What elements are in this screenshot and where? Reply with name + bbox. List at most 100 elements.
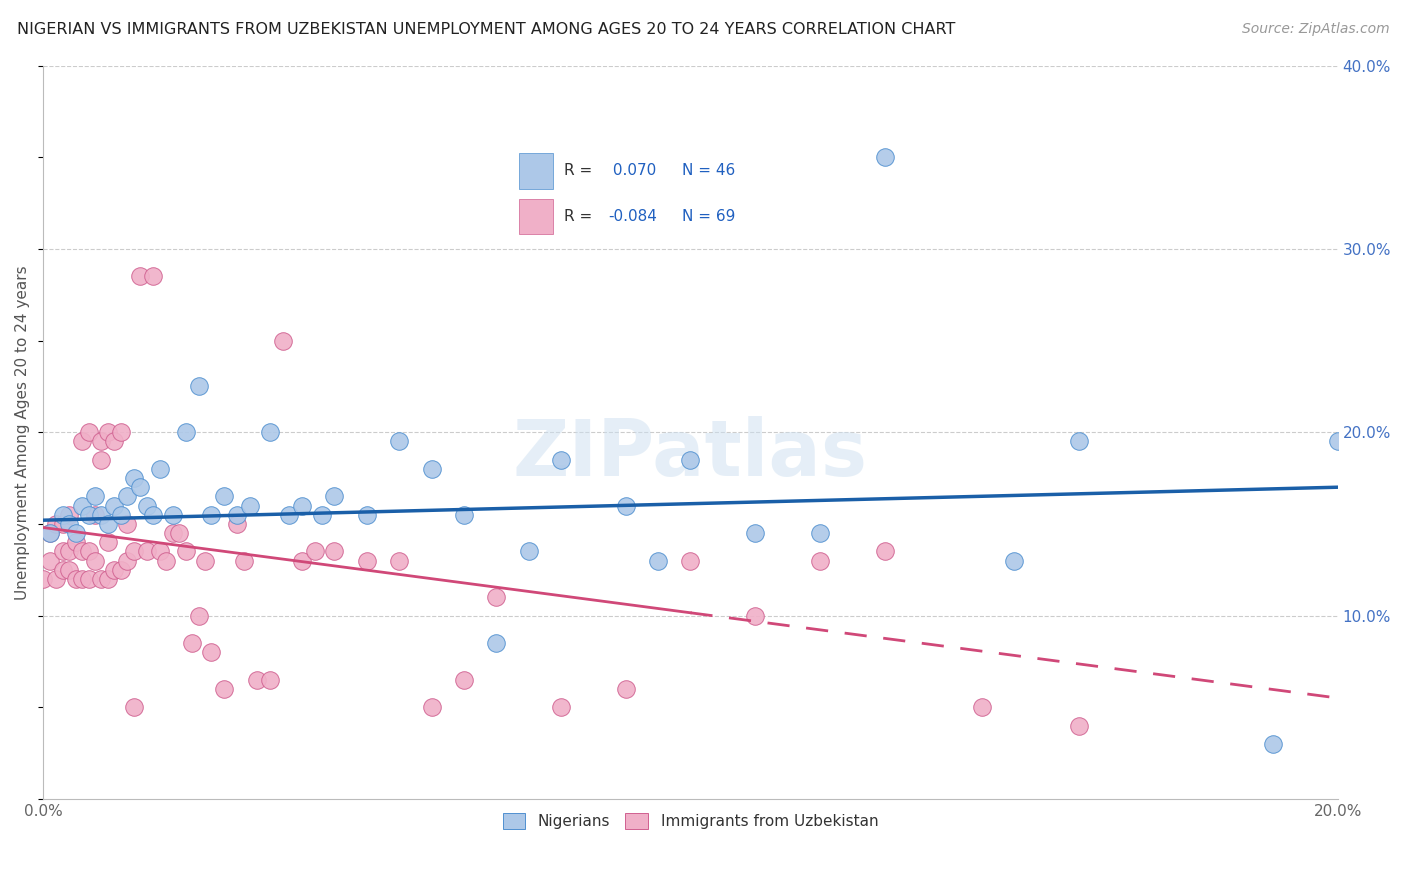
Point: [246, 673, 269, 687]
Point: [77, 572, 100, 586]
Point: [388, 553, 411, 567]
Point: [97, 425, 120, 440]
Point: [58, 508, 80, 522]
Point: [162, 508, 184, 522]
Point: [420, 462, 443, 476]
Point: [142, 269, 165, 284]
Point: [278, 508, 301, 522]
Point: [550, 452, 572, 467]
Point: [679, 553, 702, 567]
Point: [110, 508, 132, 522]
Point: [77, 508, 100, 522]
Text: N = 46: N = 46: [682, 162, 735, 178]
Point: [1067, 718, 1090, 732]
Point: [65, 526, 87, 541]
Text: 0.070: 0.070: [609, 162, 657, 178]
Point: [103, 563, 125, 577]
Point: [52, 544, 75, 558]
Point: [550, 700, 572, 714]
Point: [122, 544, 145, 558]
Point: [45, 572, 67, 586]
Point: [259, 673, 281, 687]
Point: [181, 636, 204, 650]
Point: [232, 553, 254, 567]
Point: [1067, 434, 1090, 449]
Point: [808, 526, 831, 541]
Bar: [519, 153, 554, 188]
Legend: Nigerians, Immigrants from Uzbekistan: Nigerians, Immigrants from Uzbekistan: [496, 807, 884, 835]
Point: [485, 590, 508, 604]
Text: R =: R =: [564, 162, 592, 178]
Point: [117, 516, 139, 531]
Point: [679, 452, 702, 467]
Point: [200, 508, 222, 522]
Point: [149, 462, 172, 476]
Point: [117, 553, 139, 567]
Point: [135, 544, 157, 558]
Point: [311, 508, 333, 522]
Point: [90, 508, 112, 522]
Text: NIGERIAN VS IMMIGRANTS FROM UZBEKISTAN UNEMPLOYMENT AMONG AGES 20 TO 24 YEARS CO: NIGERIAN VS IMMIGRANTS FROM UZBEKISTAN U…: [17, 22, 955, 37]
Point: [187, 608, 209, 623]
Point: [84, 553, 107, 567]
Point: [117, 489, 139, 503]
Point: [808, 553, 831, 567]
Point: [32, 572, 55, 586]
Point: [77, 544, 100, 558]
Point: [167, 526, 190, 541]
Point: [187, 379, 209, 393]
Point: [84, 489, 107, 503]
Point: [65, 535, 87, 549]
Point: [614, 499, 637, 513]
Point: [155, 553, 177, 567]
Point: [129, 480, 152, 494]
Point: [226, 516, 249, 531]
Point: [90, 572, 112, 586]
Point: [149, 544, 172, 558]
Point: [647, 553, 669, 567]
Point: [453, 508, 475, 522]
Point: [65, 572, 87, 586]
Point: [103, 434, 125, 449]
Text: -0.084: -0.084: [609, 209, 657, 224]
Point: [388, 434, 411, 449]
Point: [453, 673, 475, 687]
Point: [70, 434, 93, 449]
Point: [1261, 737, 1284, 751]
Point: [291, 499, 314, 513]
Point: [291, 553, 314, 567]
Point: [110, 425, 132, 440]
Point: [744, 526, 766, 541]
Point: [1326, 434, 1348, 449]
Point: [38, 526, 60, 541]
Point: [110, 563, 132, 577]
Point: [122, 700, 145, 714]
Point: [135, 499, 157, 513]
Point: [142, 508, 165, 522]
Point: [271, 334, 294, 348]
Point: [873, 544, 896, 558]
Point: [304, 544, 326, 558]
Point: [420, 700, 443, 714]
Point: [744, 608, 766, 623]
Point: [356, 508, 378, 522]
Point: [873, 150, 896, 164]
Point: [97, 535, 120, 549]
Point: [97, 516, 120, 531]
Point: [58, 563, 80, 577]
Point: [259, 425, 281, 440]
Point: [323, 544, 346, 558]
Point: [38, 553, 60, 567]
Point: [214, 489, 236, 503]
Point: [90, 434, 112, 449]
Point: [58, 516, 80, 531]
Point: [1002, 553, 1025, 567]
Point: [129, 269, 152, 284]
Point: [162, 526, 184, 541]
Point: [122, 471, 145, 485]
Text: ZIPatlas: ZIPatlas: [513, 417, 868, 492]
Point: [52, 508, 75, 522]
Point: [194, 553, 217, 567]
Point: [70, 572, 93, 586]
Point: [174, 425, 197, 440]
